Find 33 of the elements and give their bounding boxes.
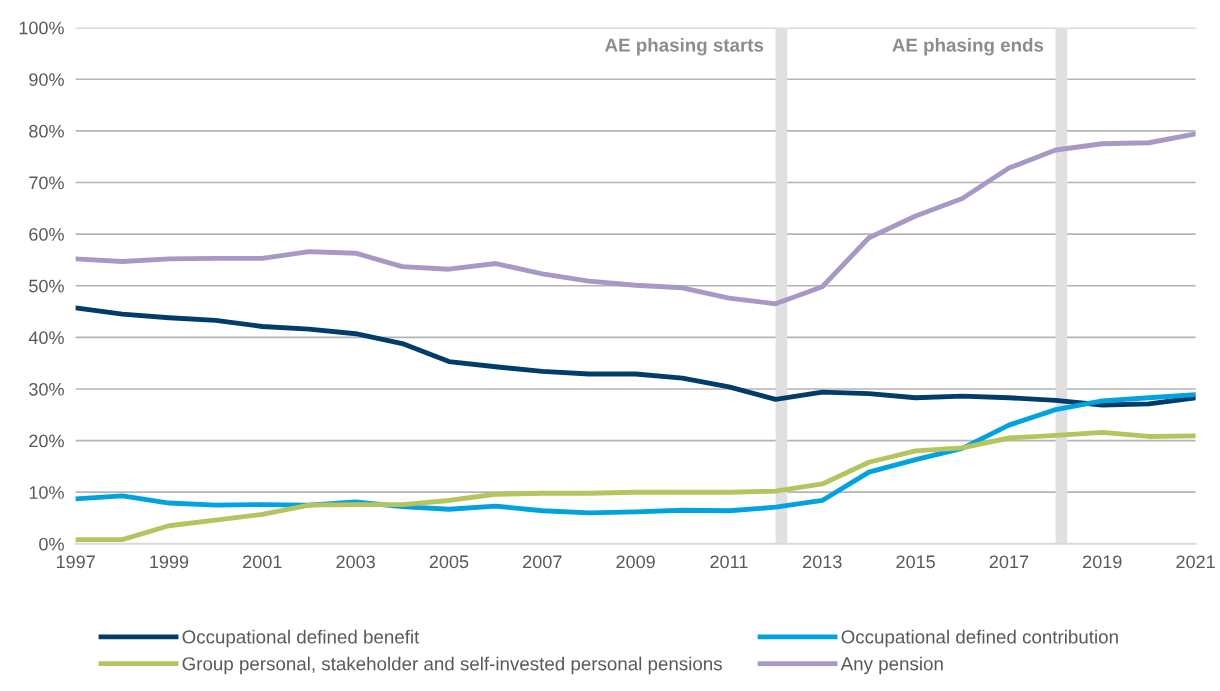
- y-tick-label: 10%: [29, 486, 64, 499]
- x-tick-label: 1997: [56, 555, 95, 569]
- y-tick-label: 90%: [29, 73, 64, 86]
- y-tick-label: 100%: [19, 21, 64, 35]
- x-tick-label: 2015: [896, 555, 935, 569]
- x-tick-label: 2001: [243, 555, 282, 569]
- legend-label: Any pension: [840, 656, 943, 675]
- x-tick-label: 2019: [1083, 555, 1122, 569]
- x-tick-label: 2013: [803, 555, 842, 569]
- y-tick-label: 0%: [39, 537, 64, 551]
- x-tick-label: 2003: [336, 555, 375, 569]
- x-tick-label: 2007: [523, 555, 562, 569]
- band-label: AE phasing starts: [605, 37, 764, 56]
- x-tick-label: 2017: [989, 555, 1029, 569]
- y-tick-label: 40%: [28, 331, 64, 345]
- band-label: AE phasing ends: [892, 37, 1044, 56]
- y-tick-label: 50%: [29, 279, 64, 293]
- x-tick-label: 1999: [150, 555, 189, 569]
- x-tick-label: 2005: [429, 555, 469, 569]
- x-tick-label: 2021: [1176, 555, 1215, 569]
- line-series: [75, 429, 1196, 543]
- x-tick-label: 2011: [710, 555, 748, 569]
- legend-label: Occupational defined contribution: [841, 629, 1118, 648]
- legend-label: Occupational defined benefit: [182, 629, 420, 648]
- line-series: [75, 305, 1196, 408]
- legend-label: Group personal, stakeholder and self-invested personal pensions: [182, 656, 722, 675]
- y-tick-label: 30%: [29, 382, 64, 396]
- line-series: [75, 131, 1196, 307]
- y-tick-label: 60%: [29, 228, 64, 241]
- y-tick-label: 70%: [29, 176, 64, 190]
- x-tick-label: 2009: [616, 555, 655, 569]
- y-tick-label: 20%: [29, 434, 64, 448]
- y-tick-label: 80%: [29, 124, 64, 138]
